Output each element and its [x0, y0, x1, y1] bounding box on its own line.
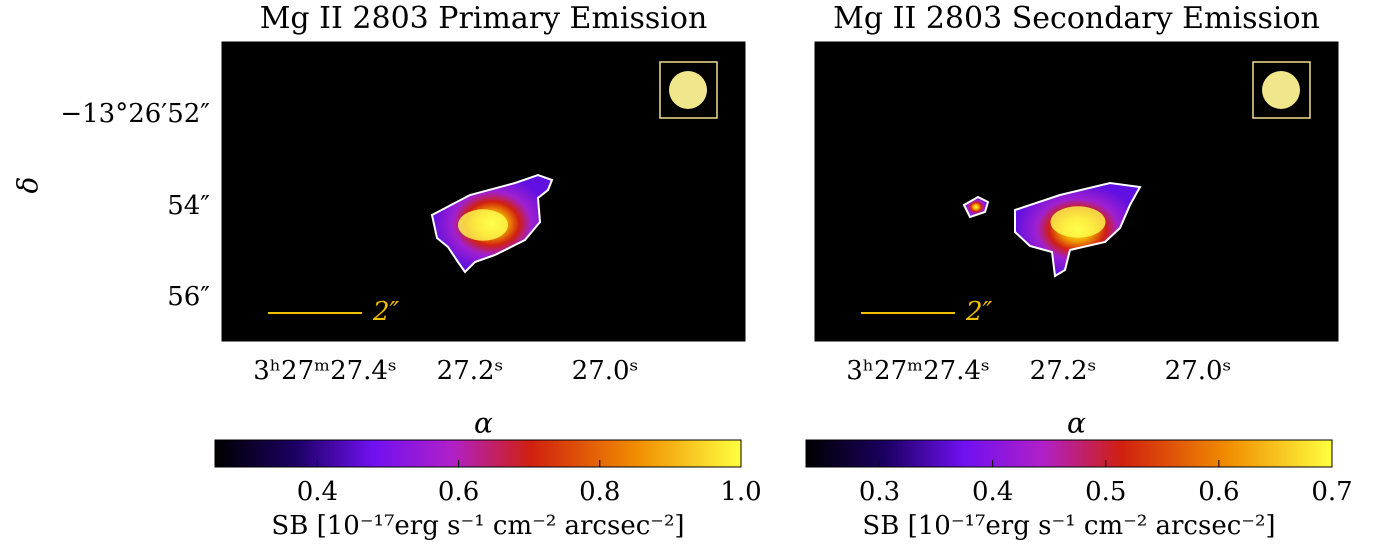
x-tick-label: 27.2ˢ — [1030, 356, 1097, 386]
colorbar-tick-label: 0.3 — [859, 477, 900, 507]
colorbar-tick-label: 0.6 — [438, 477, 479, 507]
panel-title: Mg II 2803 Primary Emission — [260, 1, 708, 36]
y-axis-label: δ — [12, 177, 45, 194]
x-tick-label: 27.0ˢ — [572, 356, 639, 386]
x-tick-label: 3ʰ27ᵐ27.4ˢ — [253, 356, 396, 386]
x-tick-label: 27.2ˢ — [437, 356, 504, 386]
colorbar-tick-label: 0.4 — [297, 477, 338, 507]
colorbar-tick-label: 0.5 — [1085, 477, 1126, 507]
colorbar-label: SB [10⁻¹⁷erg s⁻¹ cm⁻² arcsec⁻²] — [862, 511, 1275, 541]
colorbar — [214, 439, 742, 468]
emission-region — [962, 195, 990, 219]
colorbar-tick-label: 0.6 — [1198, 477, 1239, 507]
y-tick-label: 54″ — [167, 191, 210, 221]
x-axis-label: α — [1067, 407, 1086, 440]
colorbar-label: SB [10⁻¹⁷erg s⁻¹ cm⁻² arcsec⁻²] — [271, 511, 684, 541]
y-tick-label: 56″ — [167, 282, 210, 312]
colorbar-tick-label: 1.0 — [720, 477, 761, 507]
beam — [1262, 71, 1300, 109]
scale-bar-label: 2″ — [372, 297, 400, 327]
emission-core — [1050, 206, 1106, 238]
x-tick-label: 27.0ˢ — [1165, 356, 1232, 386]
emission-core — [458, 209, 508, 241]
x-tick-label: 3ʰ27ᵐ27.4ˢ — [846, 356, 989, 386]
colorbar-tick-label: 0.4 — [972, 477, 1013, 507]
beam-box — [659, 61, 718, 119]
y-tick-label: −13°26′52″ — [60, 99, 210, 129]
panel-title: Mg II 2803 Secondary Emission — [833, 1, 1320, 36]
colorbar-tick-label: 0.8 — [579, 477, 620, 507]
beam — [669, 71, 707, 109]
colorbar-tick-label: 0.7 — [1311, 477, 1352, 507]
scale-bar-label: 2″ — [965, 297, 993, 327]
x-axis-label: α — [474, 407, 493, 440]
colorbar — [805, 439, 1333, 468]
beam-box — [1252, 61, 1311, 119]
